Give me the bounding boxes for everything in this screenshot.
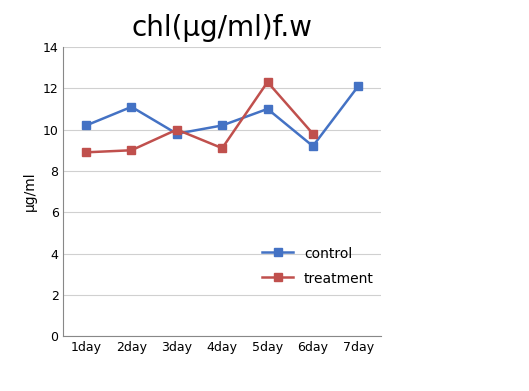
control	[129, 104, 135, 109]
Title: chl(μg/ml)f.w: chl(μg/ml)f.w	[132, 14, 313, 42]
Legend: control, treatment: control, treatment	[262, 247, 374, 286]
Y-axis label: μg/ml: μg/ml	[23, 172, 37, 212]
control	[309, 144, 316, 149]
Line: control: control	[82, 82, 362, 150]
control	[174, 131, 180, 136]
control	[219, 123, 225, 128]
treatment	[309, 131, 316, 136]
control	[83, 123, 89, 128]
treatment	[83, 150, 89, 155]
control	[355, 84, 361, 88]
treatment	[174, 127, 180, 132]
treatment	[129, 148, 135, 152]
treatment	[264, 80, 271, 84]
Line: treatment: treatment	[82, 78, 317, 156]
treatment	[219, 146, 225, 151]
control	[264, 107, 271, 111]
